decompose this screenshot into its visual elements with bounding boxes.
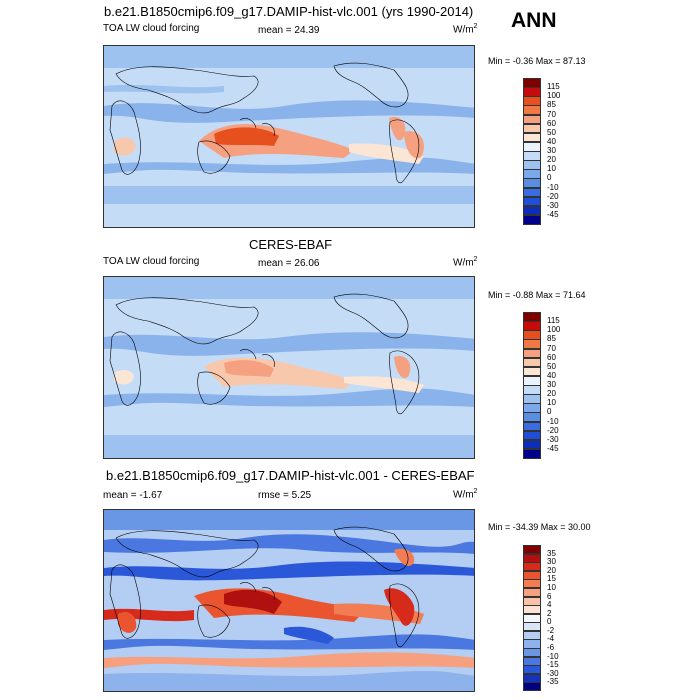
colorbar-level-label: 70 <box>547 109 556 119</box>
colorbar-level-label: 10 <box>547 164 556 174</box>
colorbar-level-label: -10 <box>547 182 559 192</box>
panel3-rmse: rmse = 5.25 <box>258 490 312 501</box>
colorbar-cell <box>523 214 541 225</box>
colorbar-level-label: 15 <box>547 574 556 584</box>
season-label: ANN <box>511 9 557 32</box>
colorbar-level-label: 40 <box>547 136 556 146</box>
colorbar-cell <box>523 665 541 675</box>
colorbar-level-label: 70 <box>547 343 556 353</box>
colorbar-cell <box>523 587 541 598</box>
colorbar-level-label: -6 <box>547 643 555 653</box>
colorbar-level-label: 0 <box>547 617 552 627</box>
colorbar-cell <box>523 605 541 615</box>
panel3-minmax: Min = -34.39 Max = 30.00 <box>488 522 591 532</box>
panel3-mean: mean = -1.67 <box>103 490 163 501</box>
colorbar-level-label: 20 <box>547 389 556 399</box>
panel1-map <box>103 45 475 228</box>
colorbar-level-label: -20 <box>547 191 559 201</box>
colorbar-level-label: -10 <box>547 416 559 426</box>
colorbar-level-label: 2 <box>547 608 552 618</box>
colorbar-level-label: -45 <box>547 209 559 219</box>
colorbar-cell <box>523 545 541 555</box>
colorbar-level-label: 100 <box>547 91 561 101</box>
colorbar-level-label: 20 <box>547 565 556 575</box>
panel2-variable: TOA LW cloud forcing <box>103 256 200 267</box>
panel2-mean: mean = 26.06 <box>258 258 320 269</box>
panel2-map <box>103 276 475 459</box>
colorbar-level-label: 50 <box>547 361 556 371</box>
colorbar-level-label: -30 <box>547 434 559 444</box>
panel1-minmax: Min = -0.36 Max = 87.13 <box>488 56 586 66</box>
panel2-minmax: Min = -0.88 Max = 71.64 <box>488 290 586 300</box>
colorbar-cell <box>523 579 541 589</box>
panel2-colorbar: 115 100 85 70 60 50 40 30 20 10 0 -10 -20 -30 -45 <box>523 312 560 459</box>
colorbar-level-label: -10 <box>547 651 559 661</box>
colorbar-level-label: 30 <box>547 146 556 155</box>
panel1-units: W/m2 <box>453 23 478 36</box>
colorbar-level-label: 115 <box>547 316 560 326</box>
colorbar-cell <box>523 613 541 623</box>
colorbar-level-label: -15 <box>547 660 559 670</box>
colorbar-level-label: -30 <box>547 668 559 678</box>
colorbar-level-label: 85 <box>547 334 556 344</box>
colorbar-level-label: 85 <box>547 100 556 110</box>
colorbar-level-label: 50 <box>547 127 556 137</box>
colorbar-level-label: 0 <box>547 173 552 183</box>
colorbar-level-label: 10 <box>547 398 556 408</box>
colorbar-level-label: 35 <box>547 548 556 558</box>
colorbar-level-label: 100 <box>547 325 561 335</box>
panel1-colorbar: 115 100 85 70 60 50 40 30 20 10 0 -10 -20 -30 -45 <box>523 78 560 225</box>
colorbar-cell <box>523 553 541 563</box>
colorbar-level-label: 60 <box>547 352 556 362</box>
colorbar-cell <box>523 682 541 692</box>
colorbar-cell <box>523 562 541 572</box>
colorbar-cell <box>523 648 541 658</box>
colorbar-level-label: 6 <box>547 591 552 601</box>
colorbar-level-label: 4 <box>547 600 552 610</box>
panel2-title: CERES-EBAF <box>249 237 333 252</box>
colorbar-level-label: 0 <box>547 407 552 417</box>
panel1-title: b.e21.B1850cmip6.f09_g17.DAMIP-hist-vlc.… <box>104 4 474 19</box>
colorbar-cell <box>523 630 541 640</box>
panel2-units: W/m2 <box>453 256 478 269</box>
colorbar-cell <box>523 596 541 606</box>
colorbar-level-label: -4 <box>547 634 555 644</box>
colorbar-level-label: -20 <box>547 425 559 435</box>
colorbar-level-label: -2 <box>547 625 555 635</box>
colorbar-cell <box>523 448 541 459</box>
panel3-map <box>103 509 475 692</box>
colorbar-level-label: 60 <box>547 118 556 128</box>
panel3-colorbar: 35 30 20 15 10 6 4 2 0 -2 -4 -6 -10 -15 -30 -35 <box>523 545 559 692</box>
colorbar-level-label: 40 <box>547 370 556 380</box>
colorbar-level-label: -35 <box>547 677 559 687</box>
colorbar-level-label: 20 <box>547 155 556 165</box>
colorbar-cell <box>523 673 541 683</box>
colorbar-cell <box>523 639 541 649</box>
colorbar-cell <box>523 570 541 580</box>
colorbar-level-label: -45 <box>547 443 559 453</box>
colorbar-level-label: 115 <box>547 82 560 92</box>
colorbar-cell <box>523 622 541 632</box>
colorbar-level-label: 10 <box>547 582 556 592</box>
colorbar-level-label: 30 <box>547 380 556 389</box>
panel3-title: b.e21.B1850cmip6.f09_g17.DAMIP-hist-vlc.… <box>106 468 475 483</box>
panel1-variable: TOA LW cloud forcing <box>103 23 200 34</box>
colorbar-level-label: 30 <box>547 557 556 567</box>
panel1-mean: mean = 24.39 <box>258 25 320 36</box>
colorbar-cell <box>523 656 541 666</box>
colorbar-level-label: -30 <box>547 200 559 210</box>
panel3-units: W/m2 <box>453 488 478 501</box>
